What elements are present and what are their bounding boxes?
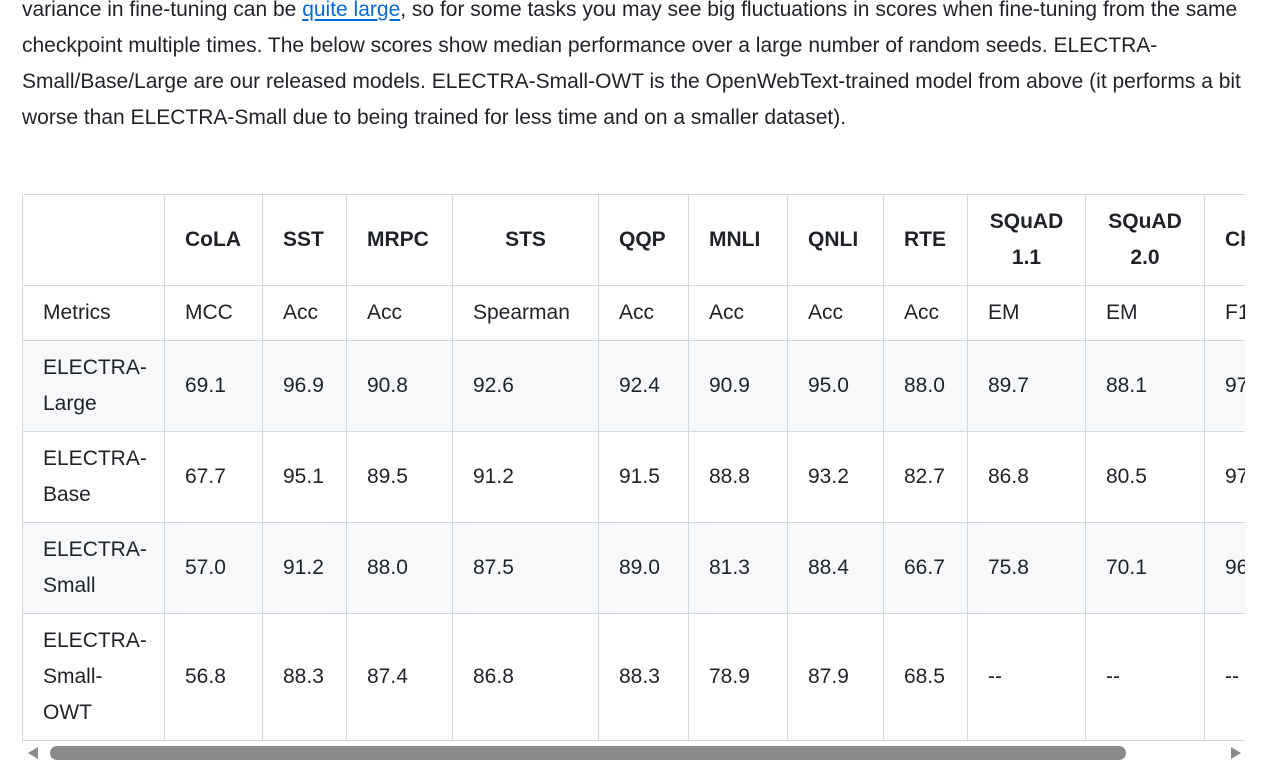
table-header-cell bbox=[22, 194, 165, 286]
table-cell: EM bbox=[1085, 285, 1205, 341]
table-cell: 70.1 bbox=[1085, 522, 1205, 614]
table-cell: 88.1 bbox=[1085, 340, 1205, 432]
table-cell: 95.0 bbox=[787, 340, 884, 432]
table-header-cell: QNLI bbox=[787, 194, 884, 286]
table-cell: 81.3 bbox=[688, 522, 788, 614]
table-cell: 67.7 bbox=[164, 431, 263, 523]
table-cell: 95.1 bbox=[262, 431, 347, 523]
table-cell: 87.5 bbox=[452, 522, 599, 614]
table-cell: 80.5 bbox=[1085, 431, 1205, 523]
table-row-electra-base: ELECTRA-Base 67.7 95.1 89.5 91.2 91.5 88… bbox=[22, 431, 1245, 523]
table-cell: 92.4 bbox=[598, 340, 689, 432]
table-header-cell: SQuAD 1.1 bbox=[967, 194, 1086, 286]
table-cell: MCC bbox=[164, 285, 263, 341]
table-cell: 93.2 bbox=[787, 431, 884, 523]
table-cell: EM bbox=[967, 285, 1086, 341]
description-paragraph: variance in fine-tuning can be quite lar… bbox=[22, 0, 1250, 136]
model-name-cell: ELECTRA-Base bbox=[22, 431, 165, 523]
table-header-cell: STS bbox=[452, 194, 599, 286]
table-cell: 69.1 bbox=[164, 340, 263, 432]
paragraph-text-end: , so for some tasks you may see big fluc… bbox=[22, 0, 1241, 129]
table-cell: 82.7 bbox=[883, 431, 968, 523]
table-cell: 96.9 bbox=[262, 340, 347, 432]
table-cell: 96 bbox=[1204, 522, 1245, 614]
quite-large-link[interactable]: quite large bbox=[302, 0, 401, 21]
table-cell: 56.8 bbox=[164, 613, 263, 741]
table-cell: 75.8 bbox=[967, 522, 1086, 614]
table-cell: Spearman bbox=[452, 285, 599, 341]
table-header-cell: QQP bbox=[598, 194, 689, 286]
table-cell: 91.2 bbox=[452, 431, 599, 523]
table-header-cell: MNLI bbox=[688, 194, 788, 286]
table-cell: 97 bbox=[1204, 340, 1245, 432]
table-cell: 88.0 bbox=[883, 340, 968, 432]
results-table: CoLA SST MRPC STS QQP MNLI QNLI RTE SQuA… bbox=[22, 194, 1245, 741]
table-cell: 91.5 bbox=[598, 431, 689, 523]
table-cell: 57.0 bbox=[164, 522, 263, 614]
table-cell: -- bbox=[1085, 613, 1205, 741]
table-row-electra-small-owt: ELECTRA-Small-OWT 56.8 88.3 87.4 86.8 88… bbox=[22, 613, 1245, 741]
table-cell: 87.9 bbox=[787, 613, 884, 741]
table-cell: -- bbox=[1204, 613, 1245, 741]
table-cell: 87.4 bbox=[346, 613, 453, 741]
model-name-cell: ELECTRA-Large bbox=[22, 340, 165, 432]
table-cell: 68.5 bbox=[883, 613, 968, 741]
table-cell: 91.2 bbox=[262, 522, 347, 614]
horizontal-scrollbar[interactable] bbox=[22, 742, 1245, 764]
table-header-cell: Ch bbox=[1204, 194, 1245, 286]
table-cell: Acc bbox=[883, 285, 968, 341]
table-cell: Acc bbox=[262, 285, 347, 341]
table-cell: 90.8 bbox=[346, 340, 453, 432]
table-header-cell: SST bbox=[262, 194, 347, 286]
table-cell: 89.7 bbox=[967, 340, 1086, 432]
table-cell: 66.7 bbox=[883, 522, 968, 614]
table-cell: 89.5 bbox=[346, 431, 453, 523]
results-table-viewport[interactable]: CoLA SST MRPC STS QQP MNLI QNLI RTE SQuA… bbox=[22, 194, 1245, 742]
table-cell: 86.8 bbox=[967, 431, 1086, 523]
table-cell: 88.0 bbox=[346, 522, 453, 614]
model-name-cell: ELECTRA-Small bbox=[22, 522, 165, 614]
table-header-cell: MRPC bbox=[346, 194, 453, 286]
paragraph-text-start: variance in fine-tuning can be bbox=[22, 0, 303, 21]
table-cell: Metrics bbox=[22, 285, 165, 341]
table-row-electra-small: ELECTRA-Small 57.0 91.2 88.0 87.5 89.0 8… bbox=[22, 522, 1245, 614]
table-cell: 97 bbox=[1204, 431, 1245, 523]
table-cell: 86.8 bbox=[452, 613, 599, 741]
table-row-metrics: Metrics MCC Acc Acc Spearman Acc Acc Acc… bbox=[22, 285, 1245, 341]
table-cell: 90.9 bbox=[688, 340, 788, 432]
table-cell: -- bbox=[967, 613, 1086, 741]
table-cell: F1 bbox=[1204, 285, 1245, 341]
scroll-right-arrow-icon[interactable] bbox=[1231, 747, 1241, 759]
table-header-cell: SQuAD 2.0 bbox=[1085, 194, 1205, 286]
table-cell: 92.6 bbox=[452, 340, 599, 432]
table-header-cell: RTE bbox=[883, 194, 968, 286]
table-cell: 88.4 bbox=[787, 522, 884, 614]
table-header-cell: CoLA bbox=[164, 194, 263, 286]
table-cell: 89.0 bbox=[598, 522, 689, 614]
scrollbar-thumb[interactable] bbox=[50, 746, 1126, 760]
table-cell: 88.3 bbox=[262, 613, 347, 741]
table-cell: 78.9 bbox=[688, 613, 788, 741]
table-cell: Acc bbox=[688, 285, 788, 341]
table-row-electra-large: ELECTRA-Large 69.1 96.9 90.8 92.6 92.4 9… bbox=[22, 340, 1245, 432]
model-name-cell: ELECTRA-Small-OWT bbox=[22, 613, 165, 741]
table-cell: Acc bbox=[787, 285, 884, 341]
table-cell: 88.8 bbox=[688, 431, 788, 523]
table-cell: Acc bbox=[598, 285, 689, 341]
table-cell: 88.3 bbox=[598, 613, 689, 741]
table-cell: Acc bbox=[346, 285, 453, 341]
table-header-row: CoLA SST MRPC STS QQP MNLI QNLI RTE SQuA… bbox=[22, 194, 1245, 286]
scroll-left-arrow-icon[interactable] bbox=[28, 747, 38, 759]
